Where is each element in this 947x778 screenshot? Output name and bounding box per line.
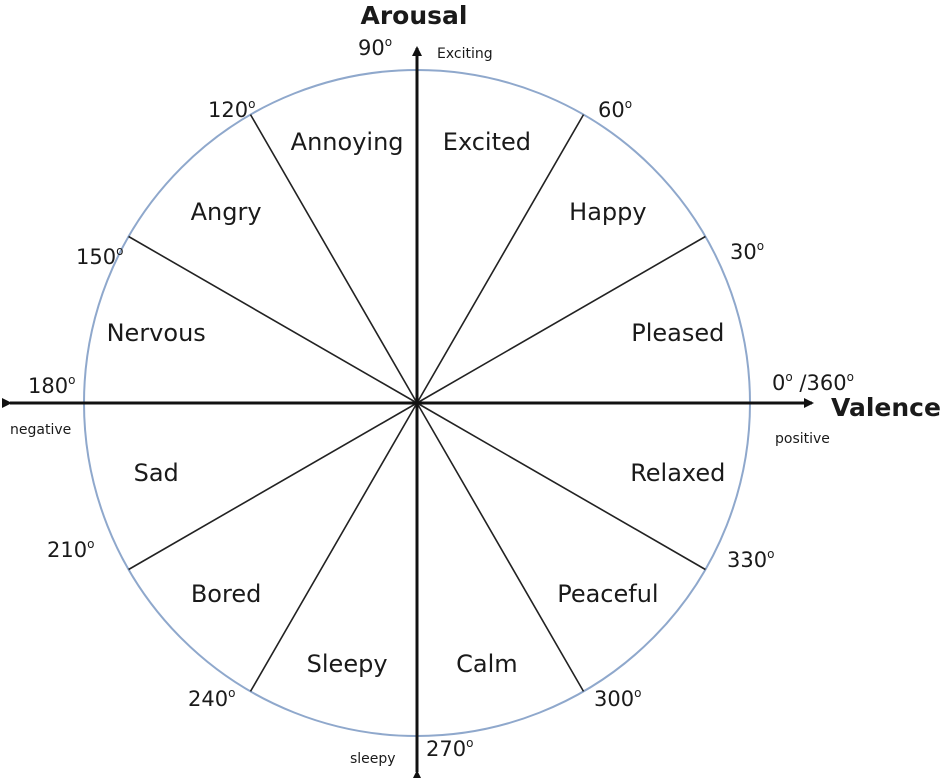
sector-divider-300 <box>416 402 585 692</box>
emotion-labels: Pleased Happy Excited Annoying Angry Nervous S… <box>107 128 726 678</box>
emotion-label-sleepy: Sleepy <box>307 650 388 678</box>
degree-label-180: 180o <box>28 373 75 398</box>
emotion-label-relaxed: Relaxed <box>630 459 725 487</box>
emotion-label-pleased: Pleased <box>631 319 724 347</box>
degree-label-210: 210o <box>47 537 94 562</box>
valence-axis-title: Valence <box>831 393 941 422</box>
degree-label-150: 150o <box>76 244 123 269</box>
arousal-axis-title: Arousal <box>361 1 468 30</box>
degree-label-30: 30o <box>730 239 764 264</box>
emotion-label-annoying: Annoying <box>291 128 404 156</box>
emotion-label-sad: Sad <box>134 459 179 487</box>
degree-label-120: 120o <box>208 97 255 122</box>
sleepy-label: sleepy <box>350 751 396 767</box>
emotion-label-happy: Happy <box>569 198 646 226</box>
sector-divider-120 <box>249 114 418 404</box>
sector-divider-330 <box>416 402 706 571</box>
degree-label-90: 90o <box>358 35 392 60</box>
emotion-label-bored: Bored <box>191 580 262 608</box>
sector-divider-30 <box>416 235 706 404</box>
sector-divider-60 <box>416 114 585 404</box>
degree-label-0: 0o /360o <box>772 370 854 395</box>
sector-divider-210 <box>128 402 418 571</box>
emotion-label-angry: Angry <box>191 198 262 226</box>
degree-label-330: 330o <box>727 547 774 572</box>
emotion-label-calm: Calm <box>456 650 518 678</box>
degree-label-270: 270o <box>426 736 473 761</box>
sector-divider-150 <box>128 235 418 404</box>
degree-labels: 0o /360o 30o 60o 90o 120o 150o 180o 210o 240o 270… <box>28 35 854 761</box>
sector-divider-240 <box>249 402 418 692</box>
sector-dividers <box>128 114 706 692</box>
degree-label-300: 300o <box>594 686 641 711</box>
exciting-label: Exciting <box>437 46 493 62</box>
emotion-label-peaceful: Peaceful <box>557 580 658 608</box>
negative-label: negative <box>10 422 71 438</box>
degree-label-240: 240o <box>188 686 235 711</box>
degree-label-60: 60o <box>598 97 632 122</box>
positive-label: positive <box>775 431 830 447</box>
emotion-label-excited: Excited <box>443 128 531 156</box>
emotion-label-nervous: Nervous <box>107 319 206 347</box>
